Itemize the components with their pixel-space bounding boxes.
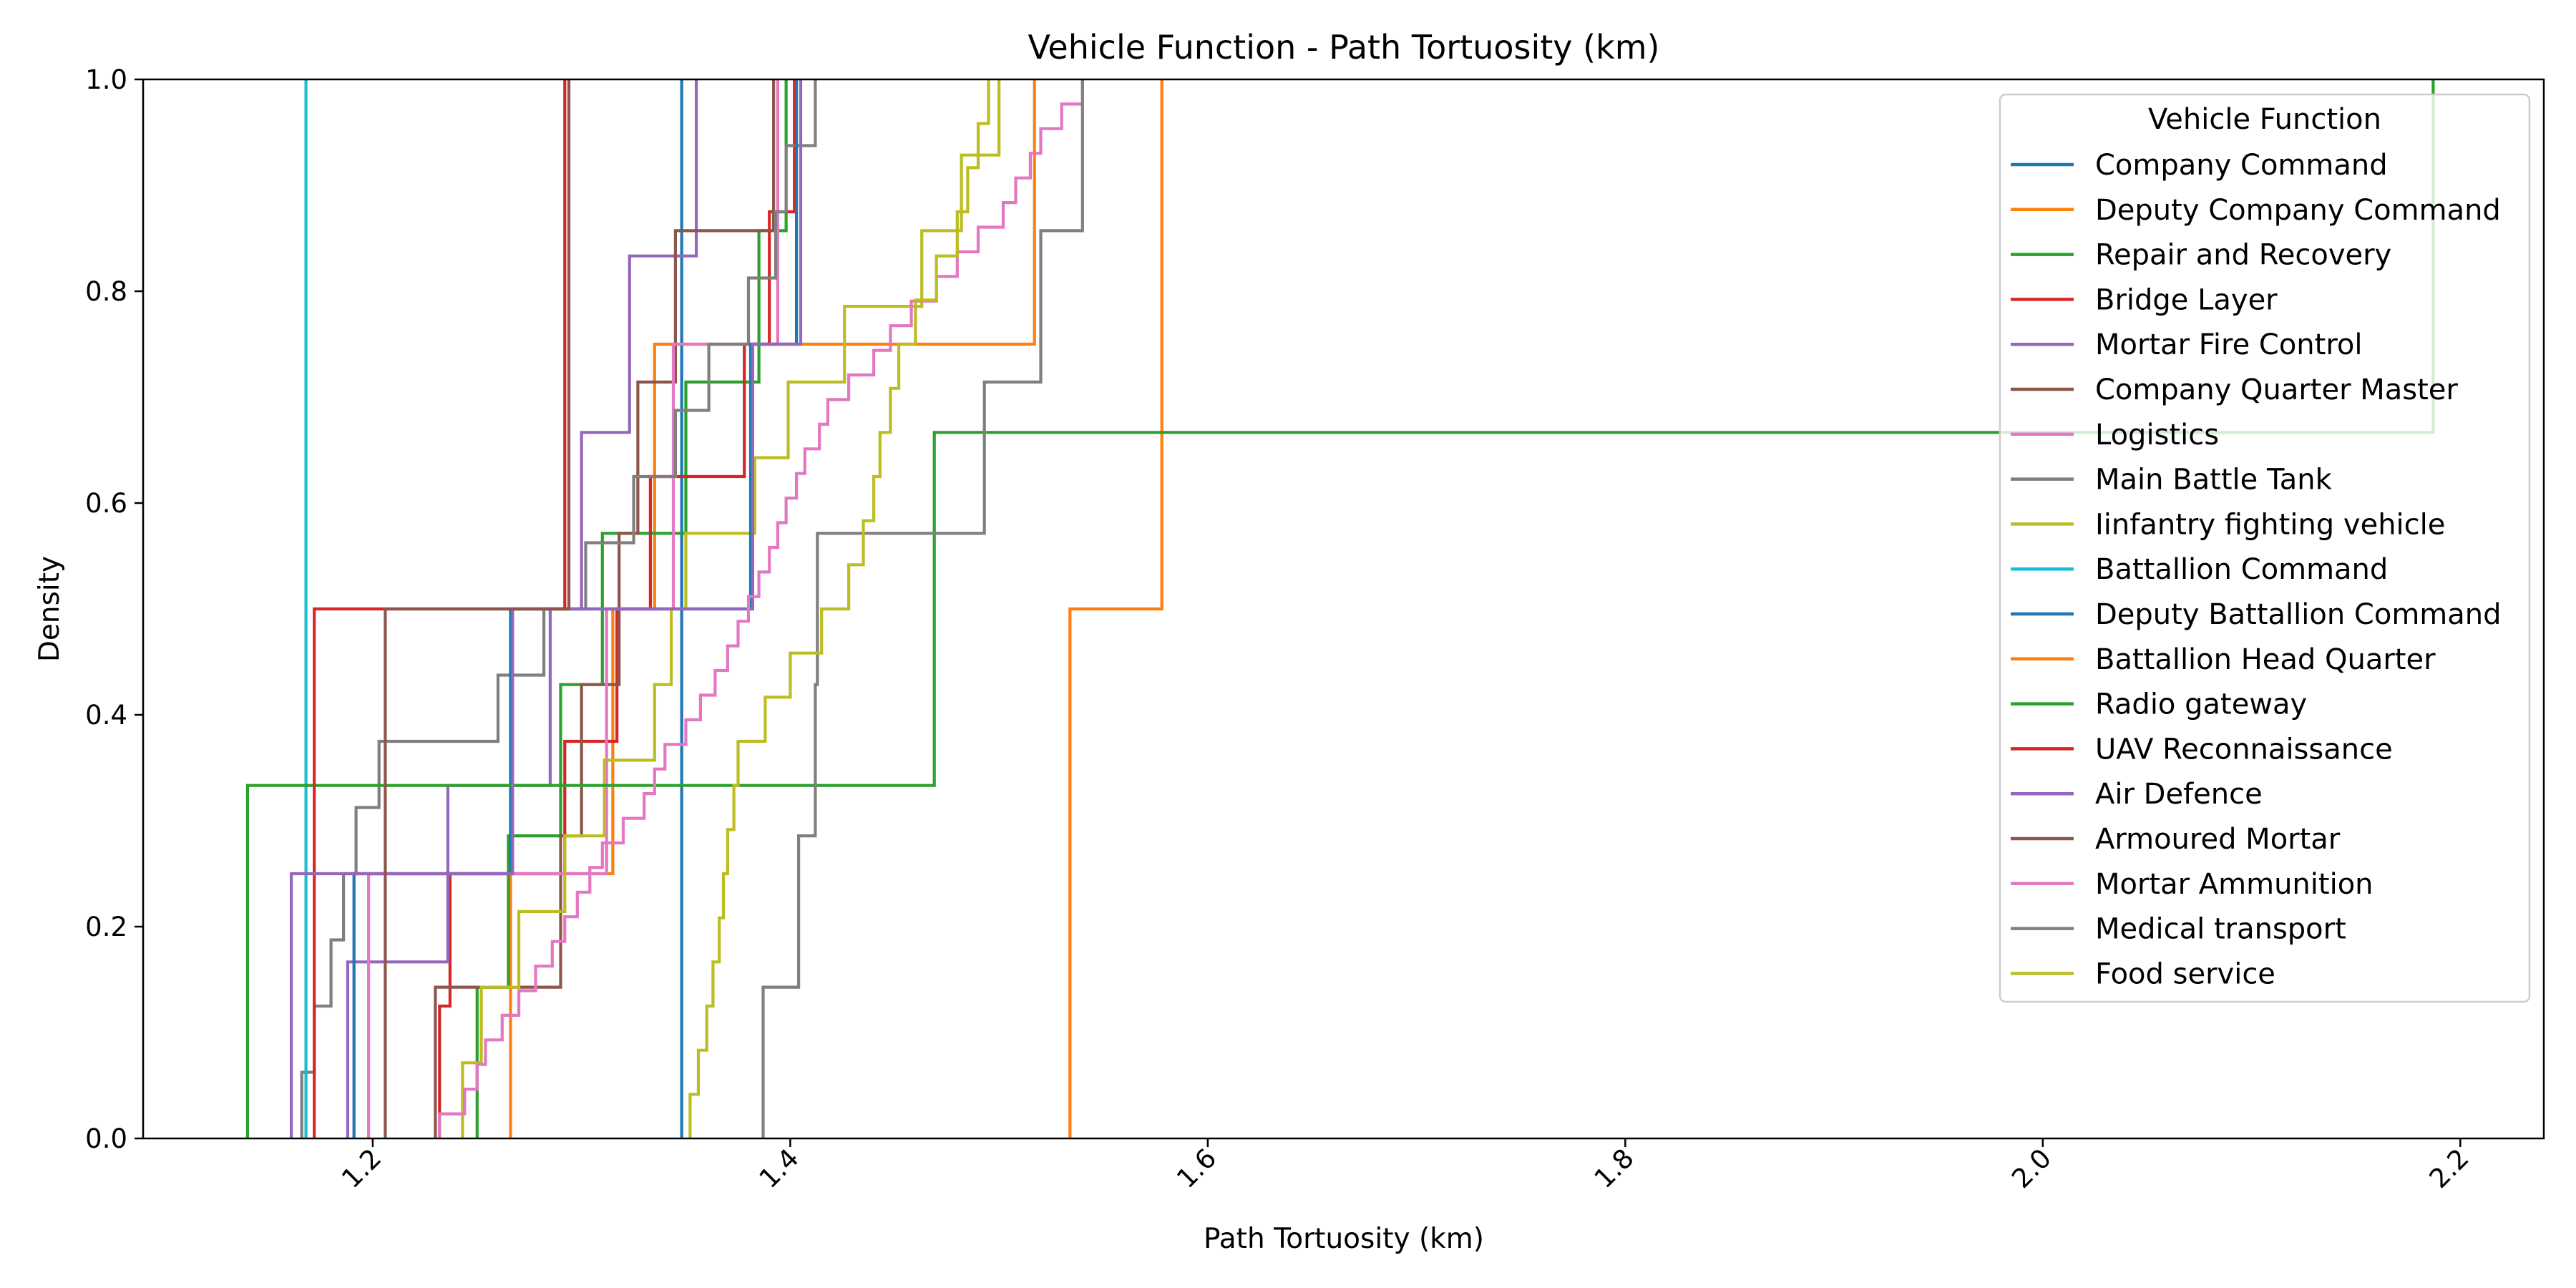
series-line-food-service-18 — [688, 79, 990, 1138]
legend-label: Company Command — [2095, 149, 2388, 182]
legend: Vehicle Function Company Command Deputy C… — [1999, 93, 2531, 1003]
legend-item-mortar-ammunition: Mortar Ammunition — [2011, 868, 2373, 901]
legend-label: UAV Reconnaissance — [2095, 733, 2393, 766]
legend-item-repair-and-recovery: Repair and Recovery — [2011, 239, 2391, 272]
plot-frame — [142, 78, 2545, 1140]
legend-label: Iinfantry fighting vehicle — [2095, 508, 2445, 541]
series-line-battallion-head-quarter-11 — [1068, 79, 1163, 1138]
legend-box — [1999, 93, 2531, 1003]
series-layer — [245, 79, 2435, 1138]
legend-item-deputy-battallion-command: Deputy Battallion Command — [2011, 598, 2502, 631]
y-axis-title: Density — [34, 556, 66, 662]
series-line-armoured-mortar-15 — [384, 79, 571, 1138]
legend-label: Deputy Company Command — [2095, 194, 2501, 227]
legend-item-company-quarter-master: Company Quarter Master — [2011, 374, 2458, 406]
x-axis-title: Path Tortuosity (km) — [1204, 1223, 1484, 1255]
y-tick-label: 0.4 — [85, 700, 127, 731]
legend-label: Food service — [2095, 957, 2275, 990]
series-line-medical-transport-17 — [761, 79, 1084, 1138]
legend-label: Bridge Layer — [2095, 283, 2278, 316]
legend-item-air-defence: Air Defence — [2011, 778, 2263, 811]
legend-item-mortar-fire-control: Mortar Fire Control — [2011, 328, 2362, 361]
chart-title: Vehicle Function - Path Tortuosity (km) — [1028, 28, 1660, 67]
legend-item-company-command: Company Command — [2011, 149, 2388, 182]
legend-item-bridge-layer: Bridge Layer — [2011, 283, 2278, 316]
legend-label: Radio gateway — [2095, 688, 2307, 721]
legend-item-battallion-head-quarter: Battallion Head Quarter — [2011, 643, 2436, 676]
legend-item-iinfantry-fighting-vehicle: Iinfantry fighting vehicle — [2011, 508, 2445, 541]
legend-item-armoured-mortar: Armoured Mortar — [2011, 823, 2341, 856]
legend-label: Armoured Mortar — [2095, 823, 2341, 856]
legend-item-medical-transport: Medical transport — [2011, 913, 2346, 946]
y-axis: 0.0 0.2 0.4 0.6 0.8 1.0 — [85, 64, 143, 1154]
y-tick-label: 1.0 — [85, 64, 127, 95]
legend-label: Deputy Battallion Command — [2095, 598, 2502, 631]
legend-label: Repair and Recovery — [2095, 239, 2391, 272]
legend-label: Medical transport — [2095, 913, 2346, 946]
legend-label: Battallion Command — [2095, 553, 2388, 586]
series-line-air-defence-14 — [290, 79, 803, 1138]
legend-label: Logistics — [2095, 419, 2219, 452]
legend-label: Air Defence — [2095, 778, 2263, 811]
legend-label: Battallion Head Quarter — [2095, 643, 2436, 676]
legend-item-food-service: Food service — [2011, 957, 2275, 990]
y-tick-label: 0.8 — [85, 276, 127, 307]
y-tick-label: 0.2 — [85, 912, 127, 942]
legend-item-main-battle-tank: Main Battle Tank — [2011, 464, 2333, 497]
legend-item-deputy-company-command: Deputy Company Command — [2011, 194, 2501, 227]
legend-label: Mortar Fire Control — [2095, 328, 2362, 361]
legend-item-radio-gateway: Radio gateway — [2011, 688, 2307, 721]
legend-label: Company Quarter Master — [2095, 374, 2458, 406]
y-tick-label: 0.0 — [85, 1123, 127, 1154]
legend-item-uav-reconnaissance: UAV Reconnaissance — [2011, 733, 2393, 766]
legend-item-logistics: Logistics — [2011, 419, 2219, 452]
legend-title: Vehicle Function — [2148, 103, 2381, 136]
legend-item-battallion-command: Battallion Command — [2011, 553, 2388, 586]
y-tick-label: 0.6 — [85, 488, 127, 519]
legend-label: Main Battle Tank — [2095, 464, 2333, 497]
legend-items: Company Command Deputy Company Command Rep… — [2011, 149, 2502, 990]
legend-label: Mortar Ammunition — [2095, 868, 2373, 901]
